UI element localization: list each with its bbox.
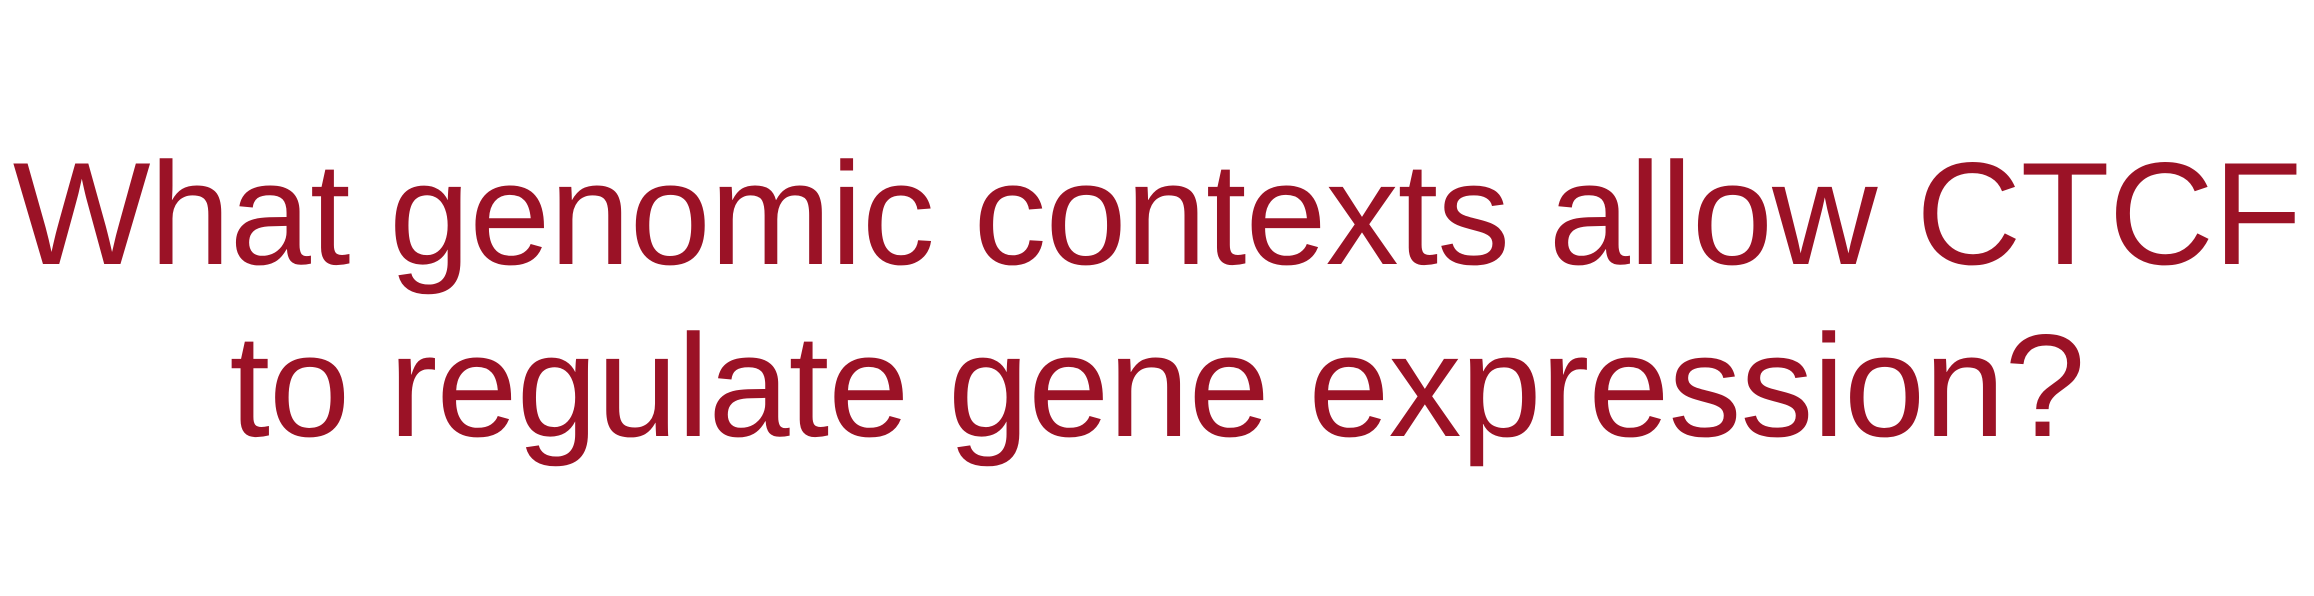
question-heading: What genomic contexts allow CTCF to regu… [0,128,2314,472]
question-line-1: What genomic contexts allow CTCF [12,132,2303,295]
question-line-2: to regulate gene expression? [229,304,2085,467]
